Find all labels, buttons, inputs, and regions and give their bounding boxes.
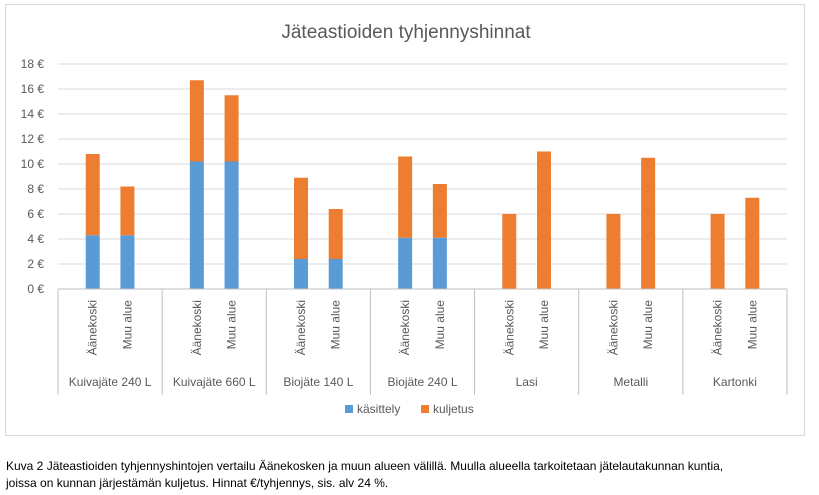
bar-kuljetus: [432, 184, 447, 238]
bar-kuljetus: [502, 214, 517, 289]
bar-kuljetus: [710, 214, 725, 289]
bar-kuljetus: [120, 186, 135, 236]
legend-swatch-kuljetus: [421, 405, 429, 413]
x-subcategory-label: Äänekoski: [398, 300, 412, 355]
y-tick-label: 12 €: [21, 132, 45, 146]
bar-kuljetus: [224, 95, 239, 162]
figure-caption: Kuva 2 Jäteastioiden tyhjennyshintojen v…: [6, 458, 814, 492]
x-group-label: Lasi: [516, 375, 538, 389]
x-group-label: Biojäte 240 L: [387, 375, 457, 389]
x-subcategory-label: Muu alue: [225, 300, 239, 350]
bar-kasittely: [224, 161, 239, 289]
y-tick-label: 10 €: [21, 157, 45, 171]
y-tick-label: 8 €: [27, 182, 44, 196]
bar-kasittely: [432, 237, 447, 289]
bar-kuljetus: [745, 197, 760, 289]
caption-line-1: Kuva 2 Jäteastioiden tyhjennyshintojen v…: [6, 459, 724, 473]
y-tick-label: 6 €: [27, 207, 44, 221]
x-subcategory-label: Muu alue: [745, 300, 759, 350]
bar-kasittely: [189, 161, 204, 289]
legend-swatch-kasittely: [345, 405, 353, 413]
x-group-label: Kartonki: [713, 375, 757, 389]
x-subcategory-label: Äänekoski: [294, 300, 308, 355]
x-subcategory-label: Äänekoski: [190, 300, 204, 355]
bar-kuljetus: [294, 177, 308, 259]
y-tick-label: 2 €: [27, 257, 44, 271]
y-tick-label: 4 €: [27, 232, 44, 246]
bar-kuljetus: [85, 154, 100, 236]
bar-kasittely: [328, 259, 343, 289]
legend-label-kasittely: käsittely: [357, 402, 400, 416]
bar-kuljetus: [328, 209, 343, 259]
x-group-label: Metalli: [613, 375, 648, 389]
bar-kasittely: [120, 235, 135, 289]
chart-title: Jäteastioiden tyhjennyshinnat: [281, 22, 531, 43]
caption-line-2: joissa on kunnan järjestämän kuljetus. H…: [6, 476, 389, 490]
bar-kuljetus: [606, 214, 621, 289]
bar-kuljetus: [398, 156, 413, 238]
bar-kuljetus: [189, 80, 204, 162]
x-subcategory-label: Muu alue: [120, 300, 134, 350]
x-subcategory-label: Muu alue: [641, 300, 655, 350]
x-subcategory-label: Äänekoski: [502, 300, 516, 355]
bar-kuljetus: [641, 157, 656, 289]
bar-kasittely: [85, 235, 100, 289]
bar-kasittely: [294, 259, 308, 289]
y-tick-label: 16 €: [21, 82, 45, 96]
x-subcategory-label: Äänekoski: [86, 300, 100, 355]
y-tick-label: 18 €: [21, 57, 45, 71]
x-subcategory-label: Äänekoski: [606, 300, 620, 355]
legend-label-kuljetus: kuljetus: [433, 402, 474, 416]
y-tick-label: 0 €: [27, 282, 44, 296]
stacked-bar-chart: Jäteastioiden tyhjennyshinnat 0 € 2 € 4 € 6 …: [21, 22, 788, 416]
bar-kuljetus: [537, 151, 551, 289]
x-subcategory-label: Muu alue: [329, 300, 343, 350]
bar-kasittely: [398, 237, 413, 289]
x-subcategory-label: Muu alue: [537, 300, 551, 350]
x-group-label: Biojäte 140 L: [283, 375, 353, 389]
x-group-label: Kuivajäte 660 L: [173, 375, 256, 389]
x-subcategory-label: Äänekoski: [711, 300, 725, 355]
y-tick-label: 14 €: [21, 107, 45, 121]
x-group-label: Kuivajäte 240 L: [69, 375, 152, 389]
chart-frame: Jäteastioiden tyhjennyshinnat 0 € 2 € 4 € 6 …: [5, 4, 805, 436]
x-subcategory-label: Muu alue: [433, 300, 447, 350]
